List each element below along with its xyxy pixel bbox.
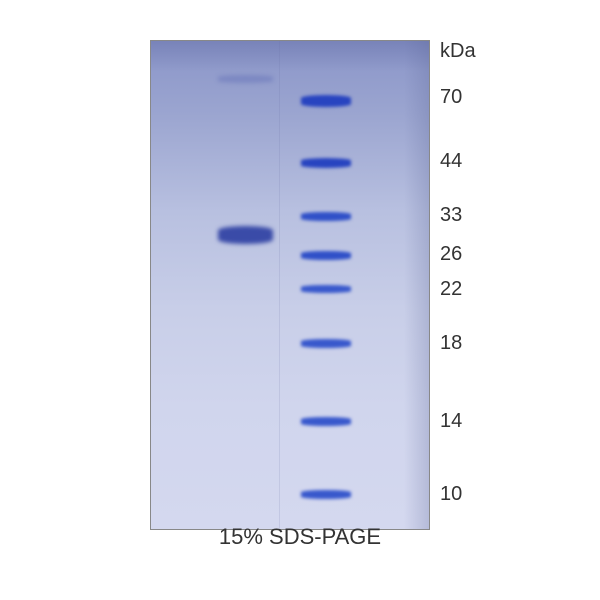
marker-label-22: 22 xyxy=(440,278,462,301)
gel-background xyxy=(151,41,429,529)
marker-label-26: 26 xyxy=(440,243,462,266)
marker-band-14 xyxy=(301,417,351,426)
gel-figure: kDa 70 44 33 26 22 18 14 10 15% SDS-PAGE xyxy=(100,20,500,560)
marker-label-44: 44 xyxy=(440,150,462,173)
unit-label: kDa xyxy=(440,40,476,63)
gel-top-shadow xyxy=(151,41,429,71)
sample-band-faint xyxy=(218,75,274,83)
marker-label-18: 18 xyxy=(440,332,462,355)
marker-band-18 xyxy=(301,339,351,348)
marker-band-10 xyxy=(301,490,351,499)
marker-label-14: 14 xyxy=(440,410,462,433)
marker-band-44 xyxy=(301,158,351,168)
marker-band-22 xyxy=(301,285,351,293)
marker-label-10: 10 xyxy=(440,483,462,506)
gel-right-shadow xyxy=(404,41,429,529)
marker-band-70 xyxy=(301,95,351,107)
gel-caption: 15% SDS-PAGE xyxy=(100,524,500,550)
marker-label-70: 70 xyxy=(440,86,462,109)
marker-band-33 xyxy=(301,212,351,221)
sample-band-main xyxy=(218,226,274,244)
gel-image-frame xyxy=(150,40,430,530)
marker-band-26 xyxy=(301,251,351,260)
lane-divider xyxy=(279,41,280,529)
marker-label-33: 33 xyxy=(440,204,462,227)
